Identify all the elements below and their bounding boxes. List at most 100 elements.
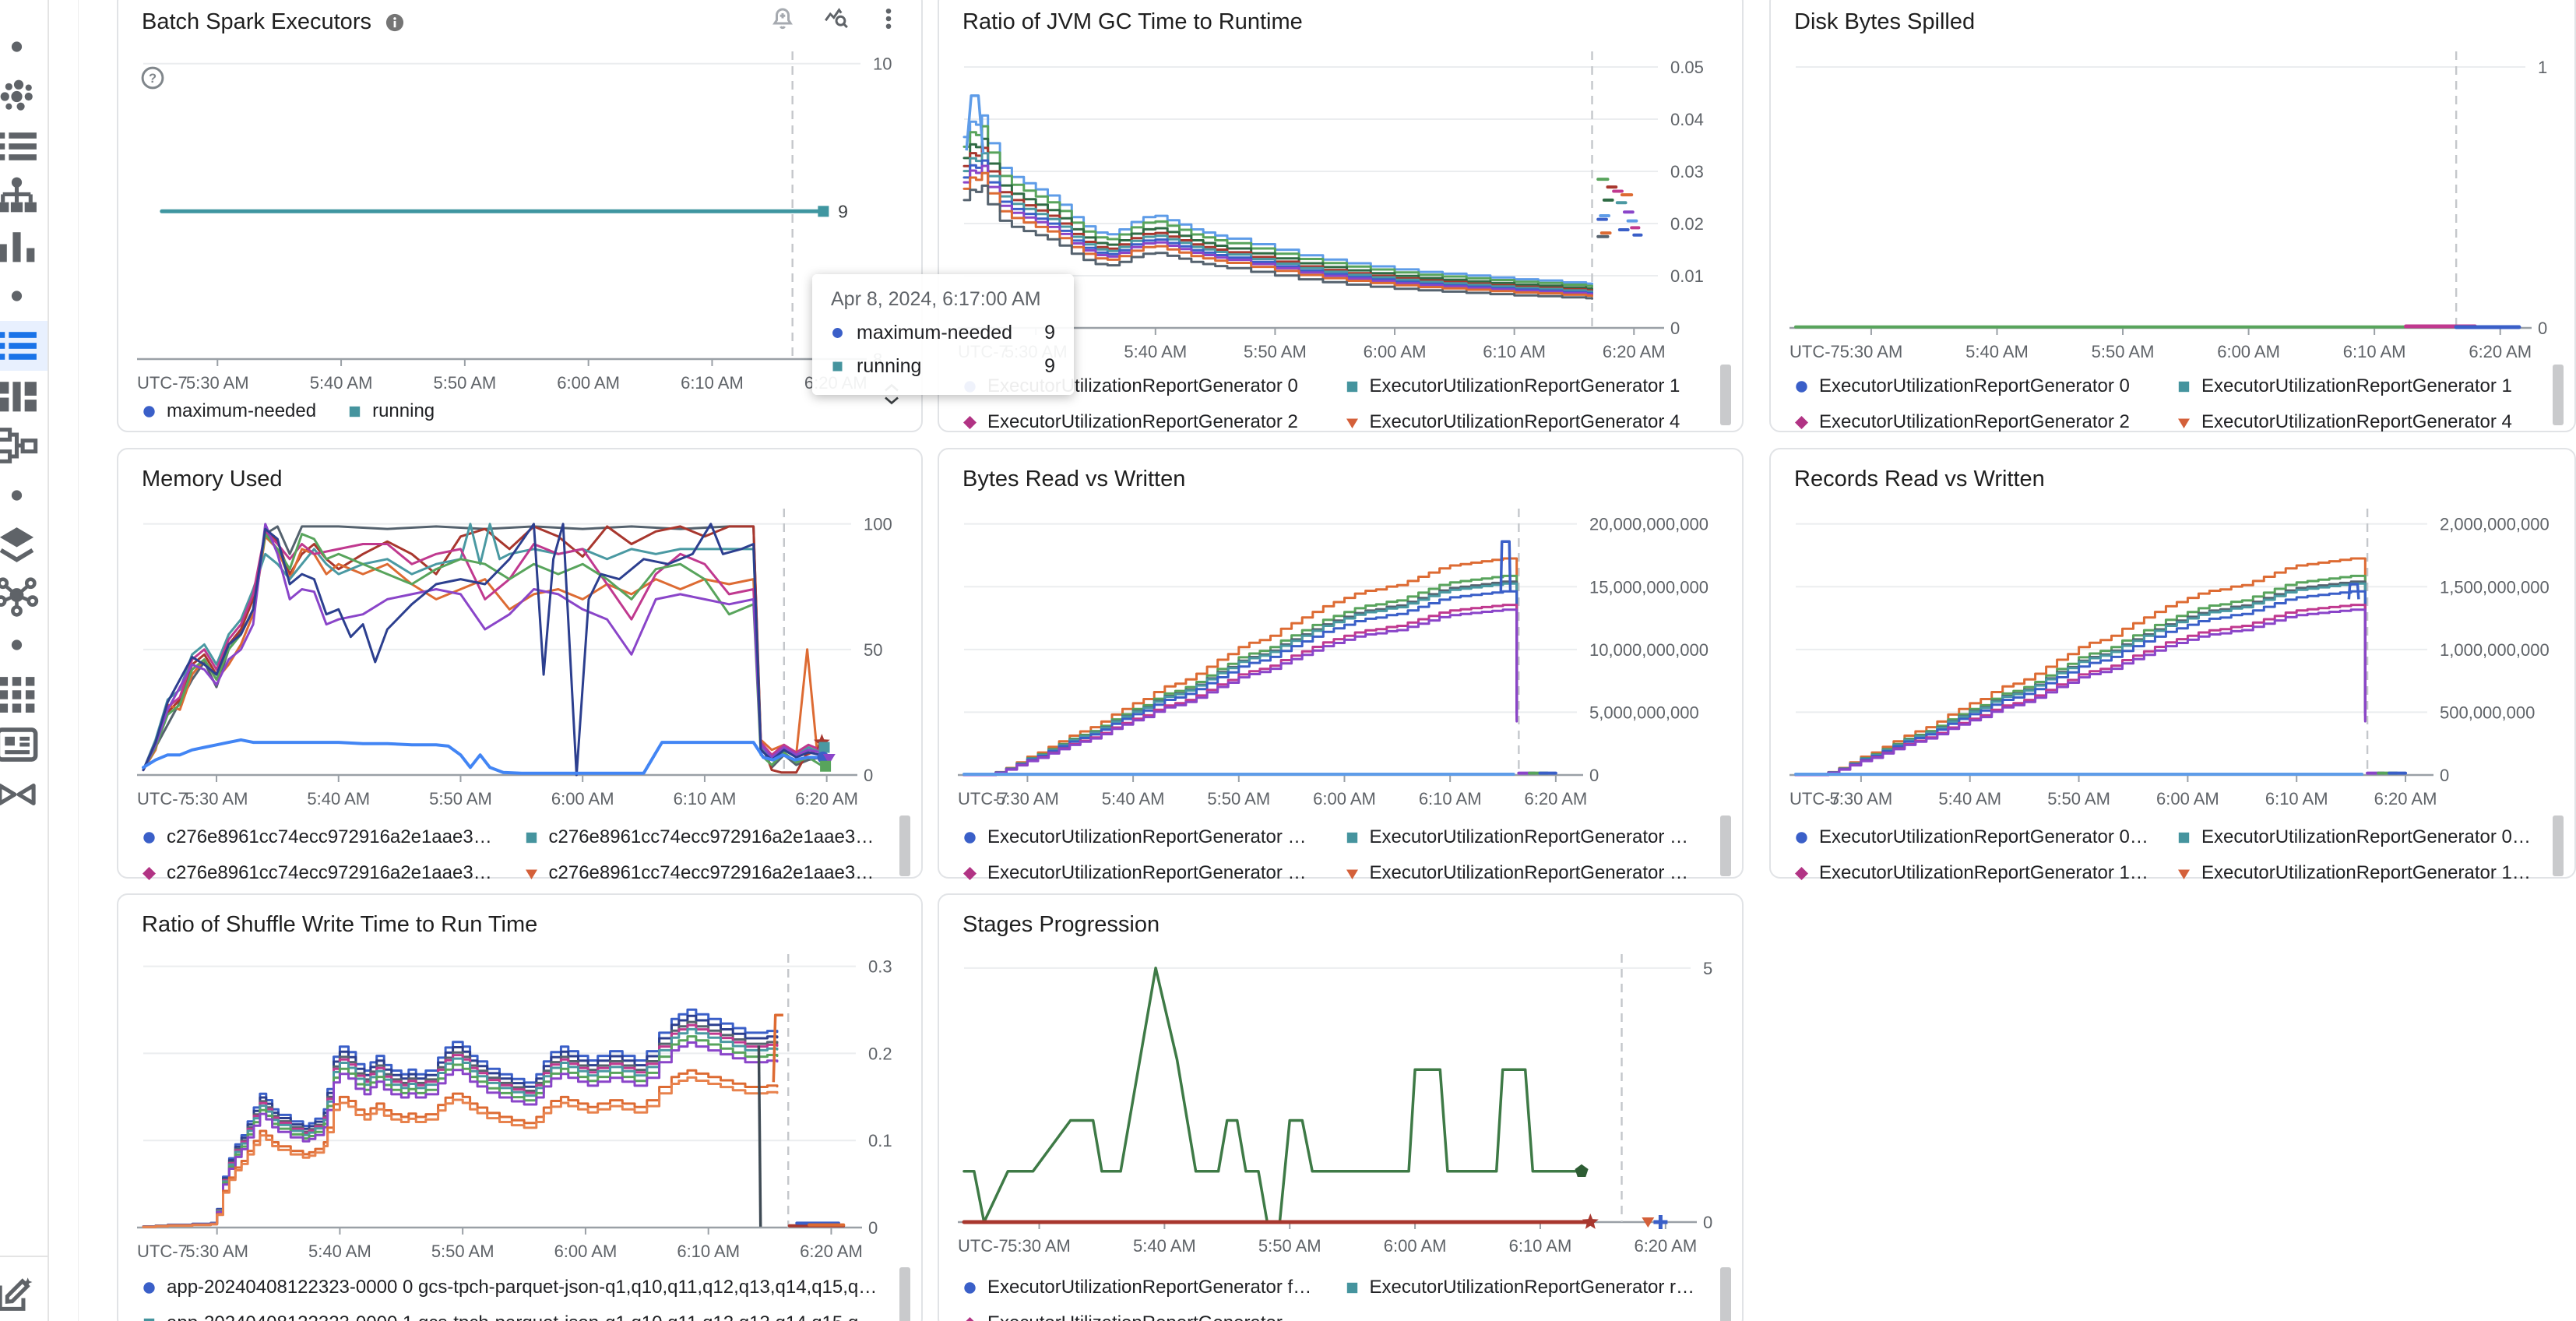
legend-scrollbar[interactable] [899,1267,910,1321]
series-marker-icon [831,360,844,373]
batch-executors-chart[interactable]: 1085:30 AM5:40 AM5:50 AM6:00 AM6:10 AM6:… [125,37,918,403]
svg-text:5:50 AM: 5:50 AM [431,1242,494,1261]
legend-item[interactable]: ExecutorUtilizationReportGenerator 1 rea… [962,862,1317,884]
help-icon[interactable]: ? [139,64,167,92]
svg-text:0: 0 [864,766,873,785]
legend-item[interactable]: ExecutorUtilizationReportGenerator 0 wri… [1345,826,1698,848]
legend-item[interactable]: ExecutorUtilizationReportGenerator 2 [1794,411,2148,433]
tooltip-row: maximum-needed 9 [831,322,1055,344]
legend-item[interactable]: ExecutorUtilizationReportGenerator faile… [962,1277,1317,1298]
sidebar-item-dot-5[interactable] [0,271,48,321]
memory-used-chart[interactable]: 100 50 0 5:30 AM 5:40 AM 5:50 AM 6:00 AM 6:10 A… [125,495,918,861]
svg-text:5:50 AM: 5:50 AM [1258,1236,1321,1256]
svg-text:6:20 AM: 6:20 AM [795,789,858,808]
sidebar-item-bowtie-15[interactable] [0,770,48,819]
sidebar-divider [0,1256,49,1257]
legend-item[interactable]: c276e8961cc74ecc972916a2e1aae312-m [142,826,496,848]
legend-item[interactable]: ExecutorUtilizationReportGenerator 0 rea… [1794,826,2148,848]
sidebar-item-list-6[interactable] [0,321,48,371]
sidebar-item-list-2[interactable] [0,122,48,171]
disk-spilled-chart[interactable]: 1 0 5:30 AM 5:40 AM 5:50 AM 6:00 AM 6:10 AM 6:2… [1777,37,2571,403]
legend-item[interactable]: c276e8961cc74ecc972916a2e1aae312-w-1 [142,862,496,884]
svg-text:UTC-7: UTC-7 [137,789,188,808]
legend-item[interactable]: running [347,400,435,422]
card-stages-progression: Stages Progression 5 0 5:30 AM 5:40 AM 5:50 … [938,893,1744,1321]
legend-item[interactable]: ExecutorUtilizationReportGenerator 4 [2177,411,2531,433]
legend-scrollbar[interactable] [1720,1267,1731,1321]
svg-text:6:20 AM: 6:20 AM [1603,342,1666,361]
svg-text:100: 100 [864,515,892,534]
stages-progression-chart[interactable]: 5 0 5:30 AM 5:40 AM 5:50 AM 6:00 AM 6:10 AM 6:2… [945,940,1739,1306]
sidebar-item-newspaper-14[interactable] [0,720,48,770]
legend-item[interactable]: maximum-needed [142,400,316,422]
legend-item[interactable]: ExecutorUtilizationReportGenerator 2 [962,411,1317,433]
legend-label: ExecutorUtilizationReportGenerator faile… [987,1277,1317,1298]
bytes-read-written-chart[interactable]: 20,000,000,000 15,000,000,000 10,000,000,0… [945,495,1739,861]
svg-text:5:40 AM: 5:40 AM [1102,789,1165,808]
svg-text:5:50 AM: 5:50 AM [434,373,497,393]
legend-item[interactable]: ExecutorUtilizationReportGenerator 0 [1794,375,2148,397]
shuffle-ratio-chart[interactable]: 0.3 0.2 0.1 0 5:30 AM 5:40 AM 5:50 AM 6:00 AM 6:… [125,940,918,1306]
sidebar-item-compose-sparkle[interactable] [0,1270,43,1319]
legend-item[interactable]: ExecutorUtilizationReportGenerator 1 [1345,375,1699,397]
legend-item[interactable]: ExecutorUtilizationReportGenerator 1 wri… [2177,862,2531,884]
legend-item[interactable]: ExecutorUtilizationReportGenerator runni… [1345,1277,1698,1298]
svg-text:6:10 AM: 6:10 AM [677,1242,740,1261]
svg-text:?: ? [149,72,157,86]
legend-item[interactable]: ExecutorUtilizationReportGenerator 0 wri… [2177,826,2531,848]
sidebar-item-dashboard-blocks-7[interactable] [0,371,48,421]
legend-item[interactable]: ExecutorUtilizationReportGenerator waiti… [962,1312,1317,1321]
legend-item[interactable]: c276e8961cc74ecc972916a2e1aae312-w-2 [524,862,878,884]
sidebar-item-tree-3[interactable] [0,171,48,221]
svg-text:5:30 AM: 5:30 AM [186,373,249,393]
svg-text:50: 50 [864,640,882,660]
svg-text:10: 10 [873,55,892,74]
card-shuffle-write-ratio: Ratio of Shuffle Write Time to Run Time … [117,893,923,1321]
legend-records: ExecutorUtilizationReportGenerator 0 rea… [1794,826,2531,884]
card-bytes-read-written: Bytes Read vs Written 20,000,000,000 15,0… [938,448,1744,883]
legend-item[interactable]: ExecutorUtilizationReportGenerator 1 wri… [1345,862,1698,884]
legend-scrollbar[interactable] [2553,815,2564,876]
legend-scrollbar[interactable] [2553,365,2564,425]
legend-bytes: ExecutorUtilizationReportGenerator 0 rea… [962,826,1698,884]
legend-item[interactable]: ExecutorUtilizationReportGenerator 4 [1345,411,1699,433]
legend-item[interactable]: app-20240408122323-0000 1 gcs-tpch-parqu… [142,1312,878,1321]
records-read-written-chart[interactable]: 2,000,000,000 1,500,000,000 1,000,000,000 5… [1777,495,2571,861]
svg-text:5:30 AM: 5:30 AM [185,789,248,808]
svg-text:1: 1 [2538,58,2547,77]
explore-icon[interactable] [822,5,850,33]
more-options-icon[interactable] [875,5,903,33]
sidebar-item-hub-11[interactable] [0,570,48,620]
content-edge-divider [78,0,79,1321]
legend-batch: maximum-needed running [142,400,878,422]
info-icon[interactable] [384,12,406,33]
svg-text:6:10 AM: 6:10 AM [674,789,737,808]
sidebar-item-dot-9[interactable] [0,470,48,520]
legend-scrollbar[interactable] [1720,815,1731,876]
legend-scrollbar[interactable] [899,815,910,876]
chart-title: Bytes Read vs Written [962,467,1186,491]
sidebar-item-flow-8[interactable] [0,421,48,470]
sidebar-item-layers-10[interactable] [0,520,48,570]
sidebar-item-bar-chart-4[interactable] [0,221,48,271]
add-alert-icon[interactable] [769,5,797,33]
sidebar-item-dot-12[interactable] [0,620,48,670]
svg-text:0: 0 [868,1218,878,1238]
legend-item[interactable]: c276e8961cc74ecc972916a2e1aae312-w-0 [524,826,878,848]
legend-item[interactable]: app-20240408122323-0000 0 gcs-tpch-parqu… [142,1277,878,1298]
svg-text:6:10 AM: 6:10 AM [1419,789,1482,808]
legend-item[interactable]: ExecutorUtilizationReportGenerator 0 rea… [962,826,1317,848]
sidebar-item-apps-grid-13[interactable] [0,670,48,720]
sidebar-item-scatter-cluster-1[interactable] [0,72,48,122]
legend-scrollbar[interactable] [1720,365,1731,425]
legend-item[interactable]: ExecutorUtilizationReportGenerator 1 rea… [1794,862,2148,884]
svg-text:15,000,000,000: 15,000,000,000 [1589,577,1709,597]
legend-label: ExecutorUtilizationReportGenerator 1 [1369,375,1680,396]
sidebar-item-dot-0[interactable] [0,22,48,72]
svg-text:6:20 AM: 6:20 AM [2469,342,2532,361]
svg-text:6:10 AM: 6:10 AM [1509,1236,1572,1256]
tooltip-timestamp: Apr 8, 2024, 6:17:00 AM [831,288,1041,310]
legend-item[interactable]: ExecutorUtilizationReportGenerator 1 [2177,375,2531,397]
chart-title: Ratio of JVM GC Time to Runtime [962,9,1303,34]
